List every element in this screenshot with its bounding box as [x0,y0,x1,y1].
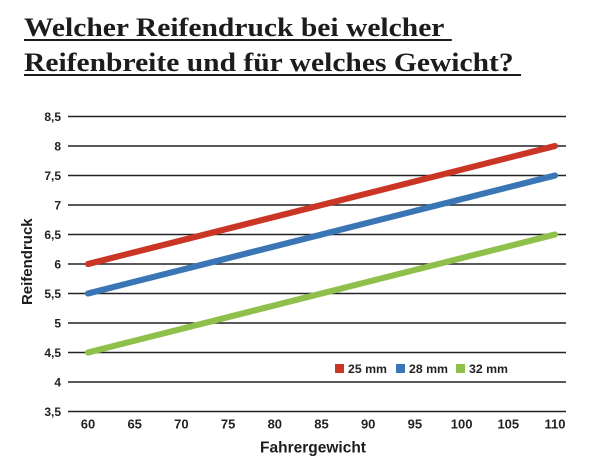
svg-text:4: 4 [54,375,61,389]
svg-text:Fahrergewicht: Fahrergewicht [260,440,366,457]
svg-text:65: 65 [127,417,141,432]
svg-text:95: 95 [408,417,422,432]
svg-text:7: 7 [54,198,61,212]
svg-text:75: 75 [221,417,235,432]
svg-text:Reifendruck: Reifendruck [19,218,36,305]
svg-text:80: 80 [268,417,282,432]
svg-text:7,5: 7,5 [44,169,61,183]
svg-text:6,5: 6,5 [44,228,61,242]
svg-text:3,5: 3,5 [44,405,61,419]
svg-text:28 mm: 28 mm [409,362,448,376]
svg-text:4,5: 4,5 [44,346,61,360]
svg-text:5: 5 [54,316,61,330]
svg-text:60: 60 [81,417,95,432]
svg-text:8,5: 8,5 [44,110,61,124]
svg-text:100: 100 [451,417,473,432]
svg-text:110: 110 [545,417,566,432]
svg-text:8: 8 [54,139,61,153]
svg-text:90: 90 [361,417,375,432]
svg-text:70: 70 [174,417,188,432]
svg-text:5,5: 5,5 [44,287,61,301]
svg-text:32 mm: 32 mm [469,362,508,376]
svg-text:25 mm: 25 mm [348,362,387,376]
svg-text:6: 6 [54,257,61,271]
svg-text:105: 105 [497,417,519,432]
svg-text:85: 85 [314,417,328,432]
